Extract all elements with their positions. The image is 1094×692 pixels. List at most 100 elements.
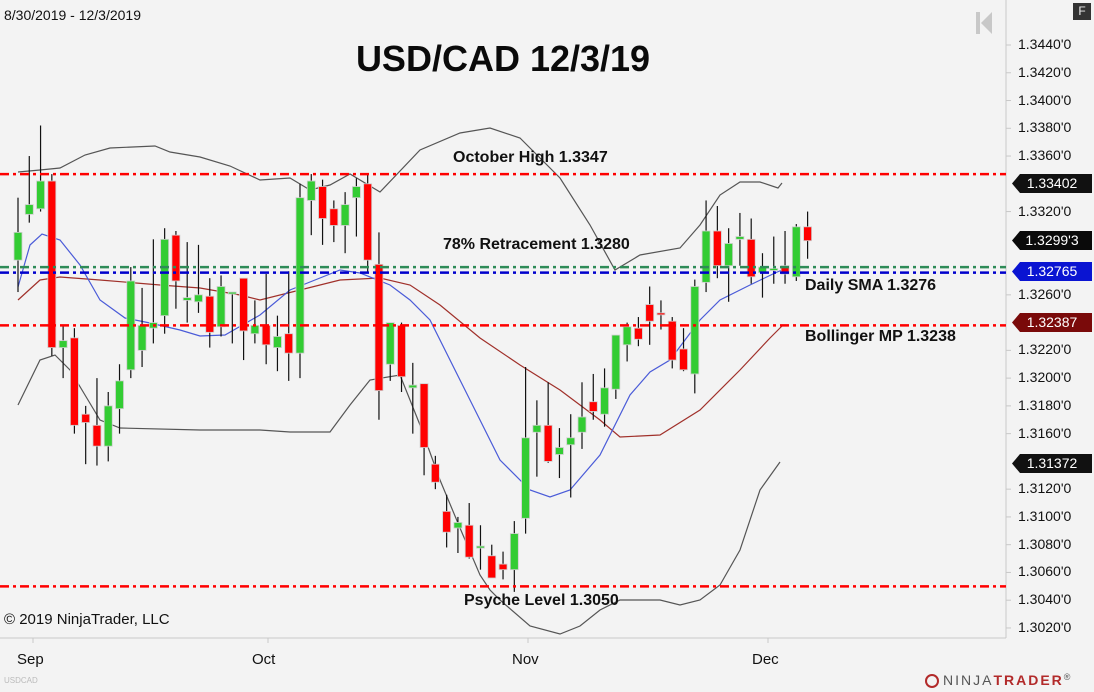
candle-body <box>611 334 621 390</box>
y-tick-label: 1.3380'0 <box>1018 119 1072 136</box>
candle-body <box>555 447 564 455</box>
candle-body <box>205 295 215 333</box>
candle <box>47 174 57 356</box>
y-tick-label: 1.3420'0 <box>1018 63 1072 80</box>
candle <box>442 494 452 548</box>
candle <box>306 174 316 236</box>
candle-body <box>284 333 294 354</box>
candle <box>476 525 485 570</box>
candle-body <box>577 416 587 433</box>
y-tick-label: 1.3180'0 <box>1018 396 1072 413</box>
candle-body <box>430 463 440 483</box>
candle-body <box>273 336 282 348</box>
candle-body <box>543 424 553 462</box>
candle <box>622 322 632 362</box>
candle <box>543 382 553 463</box>
candle <box>329 200 339 243</box>
candle-body <box>803 226 812 242</box>
candle-body <box>667 320 677 361</box>
candle <box>273 315 282 372</box>
candle-body <box>701 230 711 283</box>
candle <box>194 244 203 313</box>
candle <box>712 206 722 279</box>
candle <box>701 200 711 293</box>
candle <box>397 322 406 392</box>
candle-body <box>622 326 632 346</box>
candle-body <box>532 424 542 433</box>
candle <box>103 392 113 462</box>
candle <box>521 367 530 534</box>
indicators <box>17 127 783 635</box>
candle <box>340 192 350 254</box>
candle <box>408 362 418 434</box>
axes <box>0 0 1011 643</box>
candle-body <box>171 234 181 282</box>
y-tick-label: 1.3220'0 <box>1018 341 1072 358</box>
candle-body <box>182 297 192 301</box>
candle-body <box>566 437 576 446</box>
candle <box>690 279 700 394</box>
annotation-retracement: 78% Retracement 1.3280 <box>443 236 630 253</box>
candle-body <box>295 197 305 354</box>
candlesticks <box>13 125 812 592</box>
candle <box>487 544 497 579</box>
candle <box>137 287 147 368</box>
candle-body <box>442 510 452 533</box>
candle <box>600 368 609 427</box>
skip-to-start-icon[interactable] <box>975 11 993 35</box>
candle-body <box>588 401 598 412</box>
candle-body <box>724 243 734 267</box>
candle <box>555 428 564 479</box>
candle-body <box>36 180 45 210</box>
ninja-logo-icon <box>925 674 939 689</box>
candle-body <box>690 286 700 375</box>
x-tick-label: Nov <box>512 651 539 668</box>
date-range: 8/30/2019 - 12/3/2019 <box>4 7 142 23</box>
candle-body <box>24 204 34 215</box>
logo-registered-mark: ® <box>1063 672 1073 682</box>
logo-text-ninja: NINJA <box>943 672 994 688</box>
candle-body <box>351 186 361 199</box>
bollinger-lower-band <box>17 354 781 635</box>
candle <box>611 334 621 399</box>
candle-body <box>137 324 147 351</box>
candle-body <box>476 545 485 549</box>
candle <box>148 239 158 344</box>
panel-toggle-button[interactable]: F <box>1073 3 1091 20</box>
candle <box>724 228 734 302</box>
candle-body <box>329 208 339 226</box>
candle <box>769 236 779 284</box>
candle-body <box>374 263 384 392</box>
candle <box>160 228 170 334</box>
candle <box>250 300 260 344</box>
y-tick-label: 1.3100'0 <box>1018 507 1072 524</box>
candle-body <box>487 555 497 579</box>
candle <box>227 291 237 344</box>
price-tag: 1.3299'3 <box>1012 231 1092 250</box>
candle <box>588 373 598 420</box>
candle <box>780 230 790 284</box>
candle <box>216 275 226 337</box>
candle <box>667 317 677 369</box>
candle <box>351 178 361 237</box>
candle <box>295 183 305 379</box>
candle-body <box>735 236 745 240</box>
candle <box>803 211 812 259</box>
copyright-text: © 2019 NinjaTrader, LLC <box>4 611 170 628</box>
candle <box>645 286 655 345</box>
candle <box>791 224 801 281</box>
candle <box>679 328 688 372</box>
candle <box>81 405 91 465</box>
y-tick-marks <box>1006 44 1011 629</box>
candle-body <box>408 384 418 389</box>
candle-body <box>81 413 91 423</box>
annotation-bollinger-mp: Bollinger MP 1.3238 <box>805 328 956 345</box>
candle-body <box>92 424 102 447</box>
candle-body <box>397 324 406 378</box>
candle-body <box>306 180 316 201</box>
y-tick-label: 1.3440'0 <box>1018 36 1072 52</box>
candle-body <box>70 337 79 426</box>
x-tick-label: Oct <box>252 651 276 668</box>
candle <box>735 212 745 266</box>
